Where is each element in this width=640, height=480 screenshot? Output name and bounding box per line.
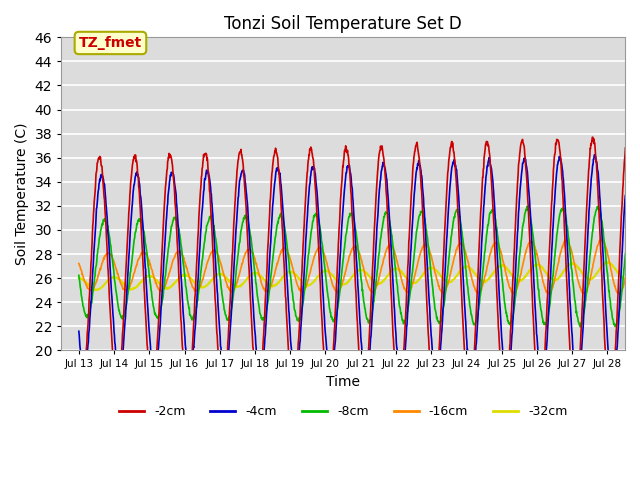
Legend: -2cm, -4cm, -8cm, -16cm, -32cm: -2cm, -4cm, -8cm, -16cm, -32cm: [114, 400, 572, 423]
-4cm: [576, 367, 584, 373]
-32cm: [92, 287, 100, 293]
-32cm: [75, 275, 83, 281]
-32cm: [163, 286, 171, 292]
-8cm: [632, 211, 639, 217]
-2cm: [577, 347, 584, 353]
-32cm: [577, 267, 584, 273]
-4cm: [639, 329, 640, 335]
-2cm: [625, 132, 632, 138]
Line: -32cm: -32cm: [79, 261, 640, 290]
-2cm: [335, 226, 343, 232]
-4cm: [346, 166, 353, 171]
-8cm: [577, 324, 584, 330]
-16cm: [75, 261, 83, 266]
-4cm: [75, 328, 83, 334]
Line: -4cm: -4cm: [79, 154, 640, 384]
-32cm: [335, 280, 343, 286]
-8cm: [335, 294, 343, 300]
-2cm: [163, 168, 171, 173]
-8cm: [493, 230, 501, 236]
-4cm: [493, 252, 501, 258]
-4cm: [609, 381, 616, 387]
Text: TZ_fmet: TZ_fmet: [79, 36, 142, 50]
-4cm: [632, 202, 639, 208]
Y-axis label: Soil Temperature (C): Soil Temperature (C): [15, 122, 29, 265]
-16cm: [576, 284, 584, 290]
Line: -8cm: -8cm: [79, 206, 640, 327]
-16cm: [632, 236, 639, 242]
-8cm: [163, 259, 171, 265]
Line: -2cm: -2cm: [79, 135, 640, 401]
Line: -16cm: -16cm: [79, 238, 640, 294]
-16cm: [163, 277, 171, 283]
-2cm: [493, 298, 501, 303]
-16cm: [633, 235, 640, 240]
-2cm: [346, 169, 353, 175]
-4cm: [627, 151, 634, 156]
-16cm: [493, 240, 501, 246]
-8cm: [576, 322, 584, 328]
X-axis label: Time: Time: [326, 375, 360, 389]
-2cm: [571, 398, 579, 404]
-32cm: [632, 265, 639, 271]
-2cm: [639, 374, 640, 380]
-32cm: [494, 265, 502, 271]
-8cm: [346, 211, 353, 217]
-8cm: [75, 273, 83, 278]
-16cm: [639, 248, 640, 254]
-16cm: [346, 253, 353, 259]
-2cm: [632, 243, 639, 249]
-32cm: [639, 258, 640, 264]
-4cm: [335, 274, 343, 279]
-16cm: [615, 291, 623, 297]
-8cm: [639, 267, 640, 273]
-4cm: [163, 209, 171, 215]
-32cm: [346, 276, 354, 282]
-8cm: [630, 203, 637, 209]
-2cm: [75, 366, 83, 372]
Title: Tonzi Soil Temperature Set D: Tonzi Soil Temperature Set D: [224, 15, 462, 33]
-16cm: [335, 288, 343, 294]
